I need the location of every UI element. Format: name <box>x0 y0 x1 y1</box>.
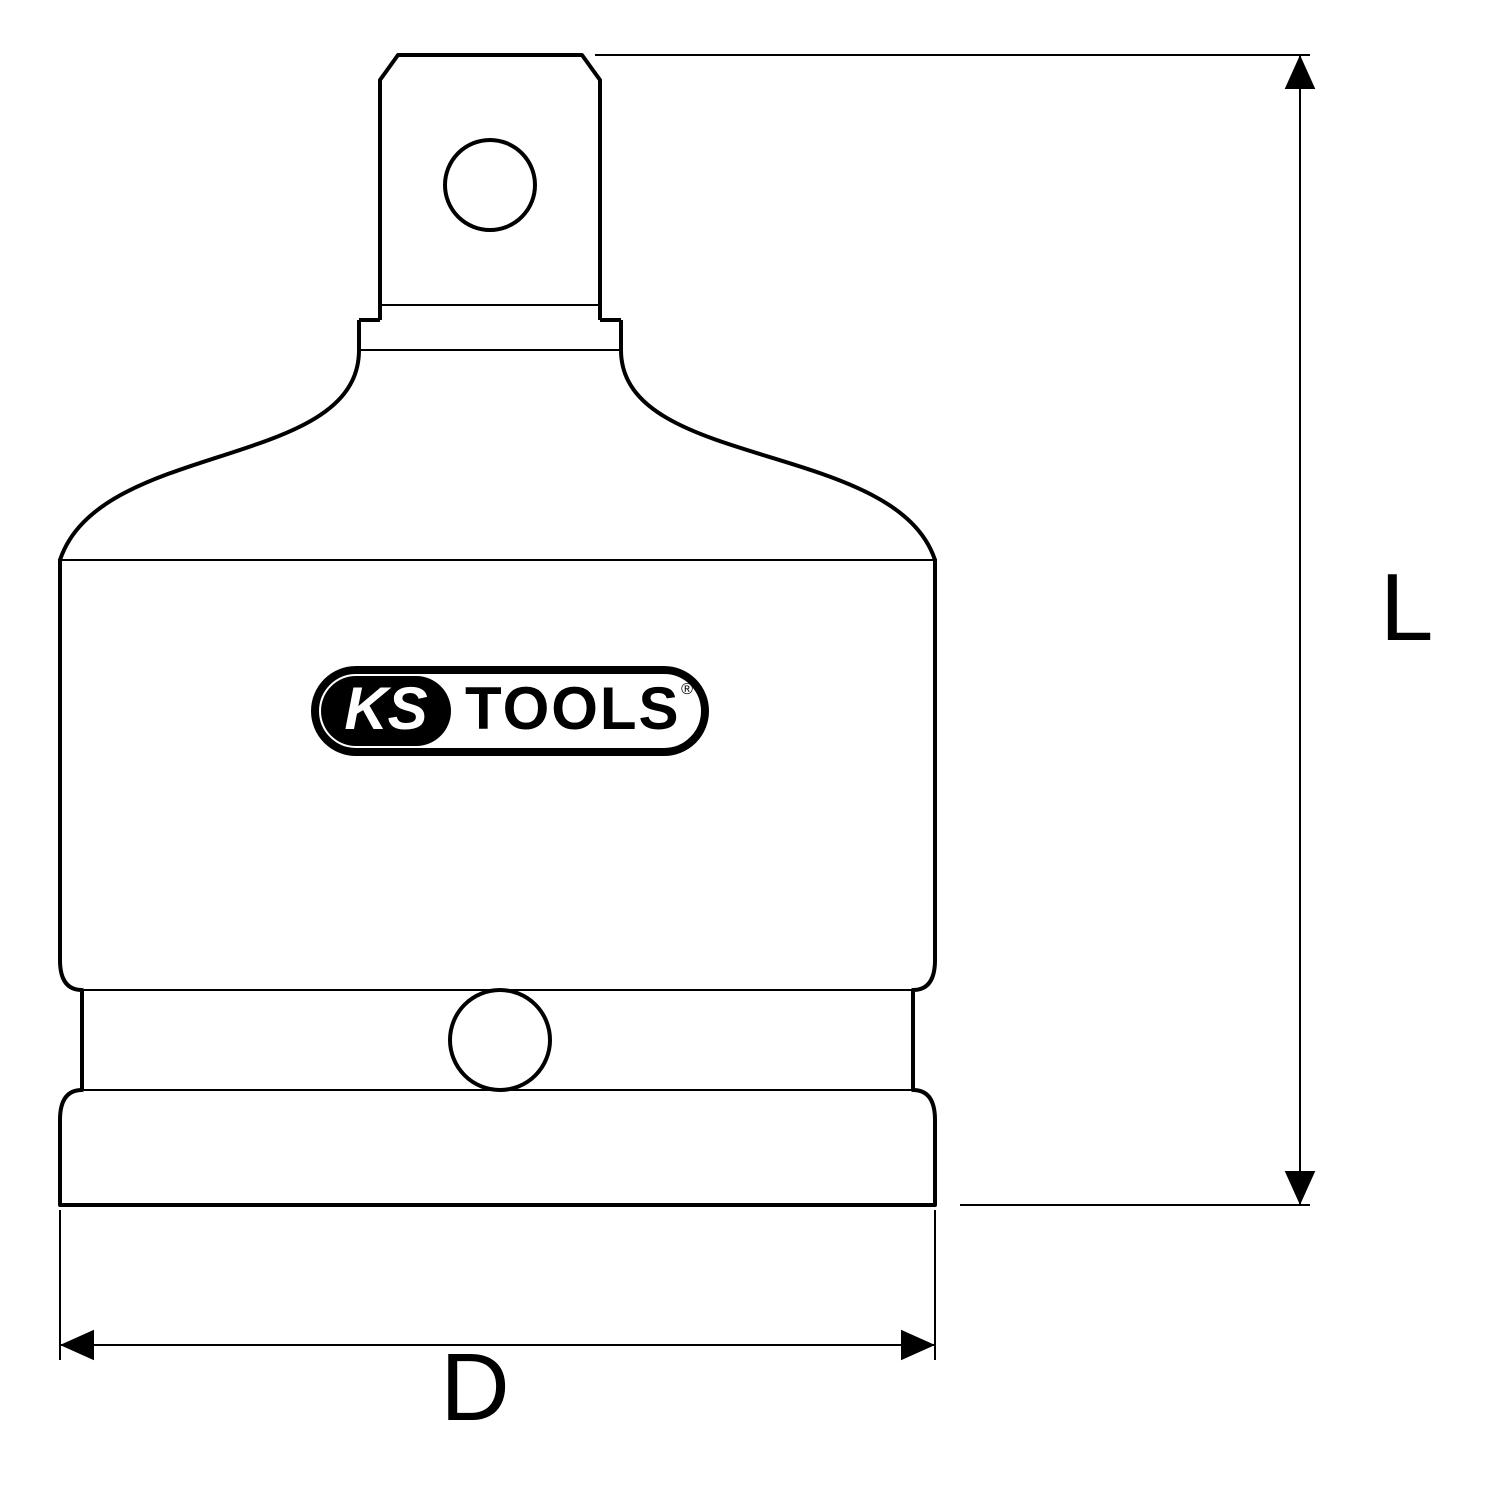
brand-logo: KS TOOLS® <box>315 670 705 752</box>
logo-tools: TOOLS <box>465 675 681 742</box>
logo-ks: KS <box>344 675 427 742</box>
technical-drawing: D L KS TOOLS® <box>0 0 1500 1500</box>
registered-mark: ® <box>681 681 693 698</box>
dim-label-d: D <box>440 1334 509 1441</box>
dim-label-l: L <box>1380 554 1433 661</box>
